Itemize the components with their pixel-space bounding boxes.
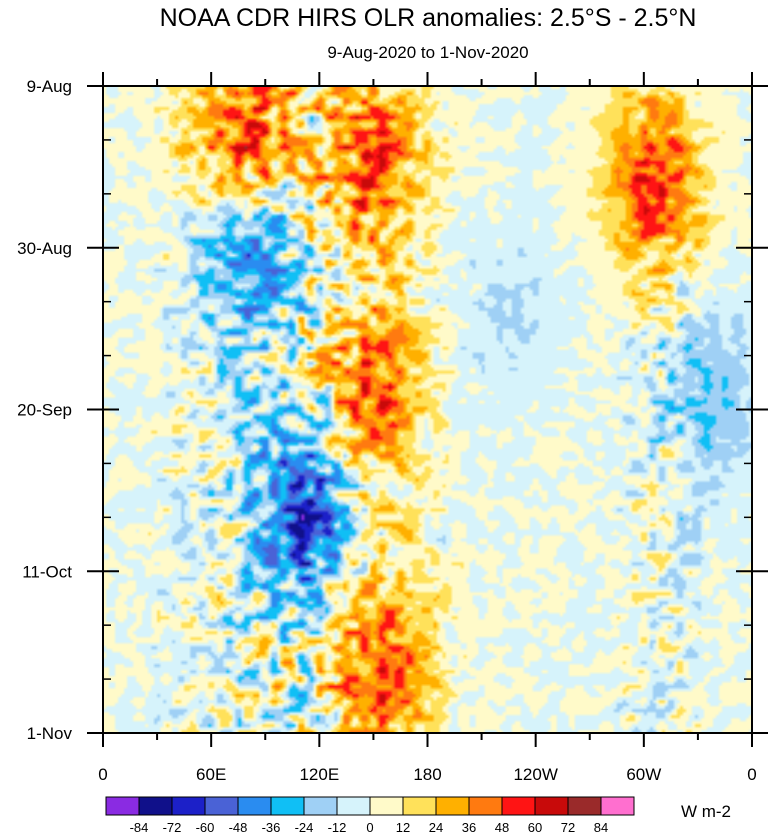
colorbar-label: 48 [495, 820, 509, 834]
colorbar-label: 36 [462, 820, 476, 834]
colorbar-swatch [336, 796, 371, 816]
colorbar-swatch [468, 796, 503, 816]
x-tick-label: 120W [513, 765, 557, 784]
y-tick-label: 1-Nov [27, 724, 73, 743]
y-axis: 9-Aug 30-Aug 20-Sep 11-Oct 1-Nov [17, 77, 768, 743]
colorbar-swatch [435, 796, 470, 816]
x-tick-label: 120E [299, 765, 339, 784]
x-tick-label: 0 [98, 765, 107, 784]
y-tick-label: 11-Oct [22, 562, 72, 581]
colorbar-swatch [303, 796, 338, 816]
colorbar-swatch [138, 796, 173, 816]
anomaly-canvas [103, 86, 752, 733]
x-tick-label: 60E [196, 765, 226, 784]
colorbar-label: -60 [196, 820, 215, 834]
colorbar-label: -36 [262, 820, 281, 834]
colorbar-swatch [534, 796, 569, 816]
y-tick-label: 9-Aug [27, 77, 72, 96]
colorbar-label: 60 [528, 820, 542, 834]
chart-subtitle: 9-Aug-2020 to 1-Nov-2020 [327, 43, 528, 62]
colorbar-label: 12 [396, 820, 410, 834]
anomaly-field [103, 86, 752, 733]
colorbar-swatch [270, 796, 305, 816]
colorbar-label: -72 [163, 820, 182, 834]
colorbar-swatch [369, 796, 404, 816]
colorbar-label: -48 [229, 820, 248, 834]
colorbar-label: -24 [295, 820, 314, 834]
colorbar-units: W m-2 [681, 802, 731, 821]
chart-title: NOAA CDR HIRS OLR anomalies: 2.5°S - 2.5… [160, 4, 697, 32]
anomaly-field-image [103, 86, 752, 733]
x-tick-label: 60W [626, 765, 661, 784]
y-tick-label: 30-Aug [17, 239, 72, 258]
y-tick-label: 20-Sep [17, 401, 72, 420]
colorbar-swatch [171, 796, 206, 816]
colorbar-swatch [567, 796, 602, 816]
x-tick-label: 0 [747, 765, 756, 784]
x-axis: 0 60E 120E 180 120W 60W 0 [98, 72, 757, 784]
colorbar-label: 84 [594, 820, 608, 834]
colorbar-label: 24 [429, 820, 443, 834]
colorbar-swatch [600, 796, 635, 816]
colorbar-swatch [501, 796, 536, 816]
colorbar-label: -84 [130, 820, 149, 834]
colorbar: -84 -72 -60 -48 -36 -24 -12 0 12 24 36 48 60 72 84 [105, 796, 635, 834]
x-tick-label: 180 [413, 765, 441, 784]
colorbar-swatch [237, 796, 272, 816]
colorbar-swatch [402, 796, 437, 816]
colorbar-swatch [105, 796, 140, 816]
colorbar-label: 72 [561, 820, 575, 834]
colorbar-label: -12 [328, 820, 347, 834]
colorbar-swatch [204, 796, 239, 816]
colorbar-label: 0 [366, 820, 373, 834]
